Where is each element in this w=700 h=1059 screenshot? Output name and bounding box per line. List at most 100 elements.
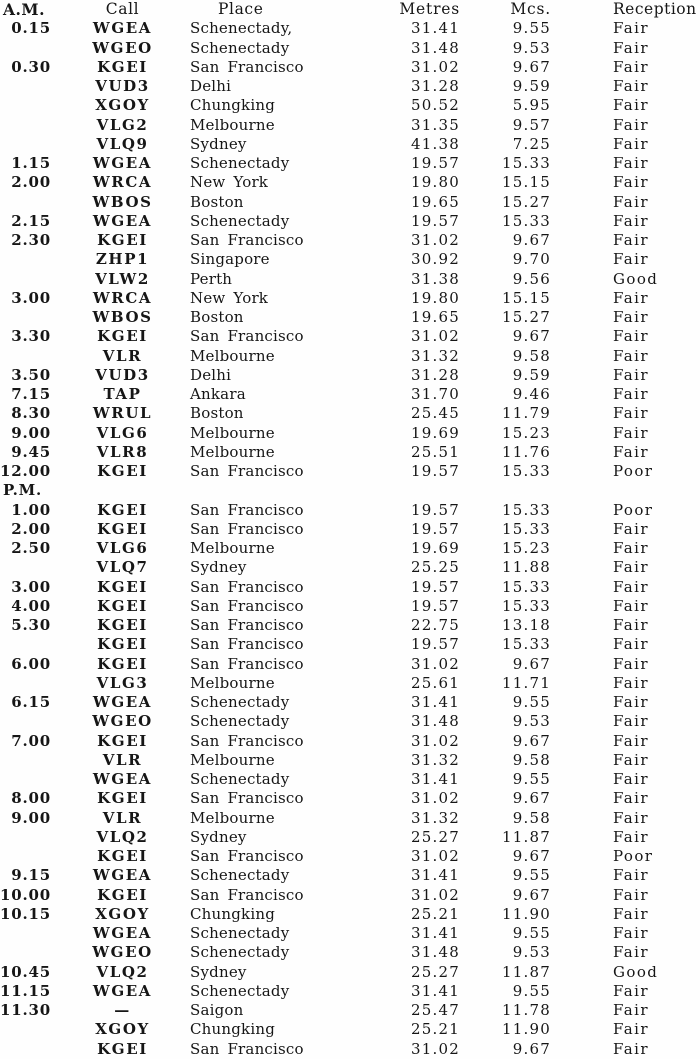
- table-row: VLR Melbourne 31.32 9.58 Fair: [0, 347, 700, 366]
- cell-time: [0, 135, 55, 154]
- cell-call-sign: KGEI: [97, 57, 148, 76]
- cell-place: Melbourne: [190, 808, 275, 827]
- cell-time: 9.00: [11, 423, 51, 442]
- cell-metres: 25.45: [411, 404, 460, 423]
- cell-place: San Francisco: [190, 462, 304, 480]
- cell-time: 7.15: [11, 385, 51, 403]
- cell-place: San Francisco: [190, 519, 304, 538]
- cell-reception: Fair: [613, 673, 649, 692]
- cell-metres: 19.80: [411, 288, 460, 307]
- cell-call-sign: KGEI: [97, 462, 148, 480]
- cell-time: 4.00: [11, 596, 51, 615]
- cell-call-sign: WGEA: [92, 770, 153, 788]
- cell-time: 5.30: [11, 616, 51, 634]
- cell-reception: Fair: [613, 77, 649, 95]
- table-row: 11.30 — Saigon 25.47 11.78 Fair: [0, 1001, 700, 1020]
- cell-call-sign: VLG2: [96, 115, 149, 134]
- cell-time: [0, 924, 55, 943]
- cell-place: Saigon: [190, 1001, 244, 1019]
- cell-call-sign: WGEA: [92, 924, 153, 942]
- cell-place: Chungking: [190, 96, 276, 115]
- cell-call-sign: XGOY: [95, 904, 150, 923]
- cell-place: Melbourne: [190, 750, 275, 769]
- cell-time: [0, 250, 55, 269]
- cell-mcs: 11.71: [502, 673, 551, 692]
- table-row: 3.00 KGEI San Francisco 19.57 15.33 Fair: [0, 578, 700, 597]
- table-row: KGEI San Francisco 31.02 9.67 Fair: [0, 1040, 700, 1059]
- cell-time: 2.00: [11, 173, 51, 192]
- table-row: VLQ2 Sydney 25.27 11.87 Fair: [0, 828, 700, 847]
- cell-place: Delhi: [190, 77, 232, 95]
- cell-place: Schenectady,: [190, 19, 293, 38]
- cell-metres: 31.02: [411, 654, 460, 673]
- cell-place: New York: [190, 288, 269, 307]
- column-header-reception: Reception: [613, 0, 697, 18]
- cell-metres: 19.80: [411, 173, 460, 192]
- cell-reception: Fair: [613, 134, 649, 153]
- table-row: 4.00 KGEI San Francisco 19.57 15.33 Fair: [0, 597, 700, 616]
- cell-metres: 25.51: [411, 442, 460, 461]
- cell-mcs: 9.67: [512, 57, 551, 76]
- cell-mcs: 15.33: [502, 211, 551, 230]
- column-header-mcs: Mcs.: [510, 0, 551, 18]
- cell-mcs: 9.57: [512, 115, 551, 134]
- table-row: 12.00 KGEI San Francisco 19.57 15.33 Poor: [0, 462, 700, 481]
- cell-mcs: 15.33: [502, 635, 551, 654]
- cell-place: Melbourne: [190, 423, 275, 442]
- cell-metres: 25.47: [411, 1001, 460, 1019]
- table-row: 10.45 VLQ2 Sydney 25.27 11.87 Good: [0, 963, 700, 982]
- table-row: 7.00 KGEI San Francisco 31.02 9.67 Fair: [0, 732, 700, 751]
- cell-time: 10.45: [0, 962, 51, 981]
- table-row: 6.15 WGEA Schenectady 31.41 9.55 Fair: [0, 693, 700, 712]
- cell-metres: 31.41: [411, 770, 460, 788]
- table-row: WBOS Boston 19.65 15.27 Fair: [0, 308, 700, 327]
- cell-place: San Francisco: [190, 616, 304, 634]
- cell-call-sign: WGEA: [92, 693, 153, 711]
- cell-time: 8.00: [11, 789, 51, 808]
- table-row: 1.15 WGEA Schenectady 19.57 15.33 Fair: [0, 154, 700, 173]
- cell-reception: Poor: [613, 462, 654, 480]
- table-row: XGOY Chungking 25.21 11.90 Fair: [0, 1020, 700, 1039]
- cell-time: 3.50: [11, 365, 51, 384]
- cell-reception: Fair: [613, 346, 649, 365]
- cell-metres: 31.41: [411, 19, 460, 38]
- cell-time: [0, 712, 55, 731]
- cell-call-sign: KGEI: [97, 635, 148, 654]
- cell-metres: 31.70: [411, 385, 460, 403]
- cell-reception: Poor: [613, 500, 654, 519]
- cell-reception: Fair: [613, 577, 649, 596]
- cell-mcs: 9.58: [512, 750, 551, 769]
- cell-reception: Fair: [613, 808, 649, 827]
- cell-reception: Fair: [613, 654, 649, 673]
- table-row: VLW2 Perth 31.38 9.56 Good: [0, 270, 700, 289]
- cell-metres: 31.02: [411, 57, 460, 76]
- cell-call-sign: WGEA: [92, 866, 153, 885]
- cell-reception: Fair: [613, 250, 649, 269]
- cell-reception: Good: [613, 269, 659, 288]
- cell-metres: 22.75: [411, 616, 460, 634]
- cell-reception: Fair: [613, 558, 649, 577]
- cell-mcs: 5.95: [512, 96, 551, 115]
- cell-call-sign: —: [114, 1001, 131, 1019]
- cell-time: 6.00: [11, 654, 51, 673]
- cell-mcs: 15.15: [502, 288, 551, 307]
- cell-metres: 30.92: [411, 250, 460, 269]
- cell-reception: Fair: [613, 731, 649, 750]
- cell-place: Melbourne: [190, 442, 275, 461]
- cell-mcs: 15.33: [502, 577, 551, 596]
- table-row: 2.00 KGEI San Francisco 19.57 15.33 Fair: [0, 520, 700, 539]
- cell-metres: 31.41: [411, 924, 460, 942]
- cell-mcs: 15.27: [502, 192, 551, 211]
- cell-mcs: 9.59: [512, 365, 551, 384]
- cell-place: Schenectady: [190, 712, 290, 731]
- cell-mcs: 9.46: [512, 385, 551, 403]
- table-row: 2.30 KGEI San Francisco 31.02 9.67 Fair: [0, 231, 700, 250]
- cell-metres: 19.57: [411, 635, 460, 654]
- cell-reception: Fair: [613, 904, 649, 923]
- cell-reception: Fair: [613, 288, 649, 307]
- cell-mcs: 11.87: [502, 962, 551, 981]
- cell-reception: Fair: [613, 1020, 649, 1039]
- cell-metres: 19.65: [411, 192, 460, 211]
- cell-metres: 41.38: [411, 134, 460, 153]
- cell-reception: Fair: [613, 211, 649, 230]
